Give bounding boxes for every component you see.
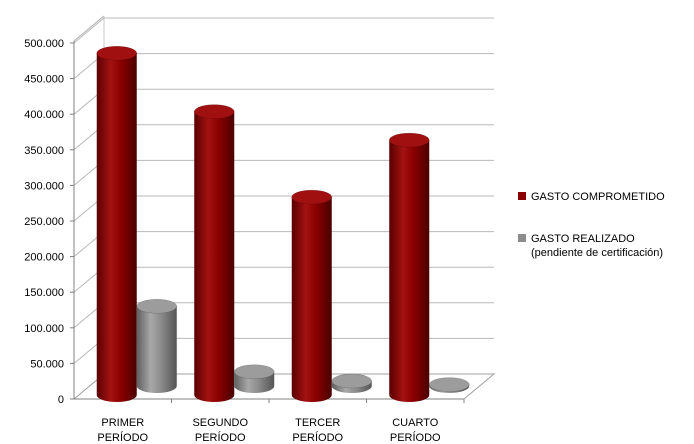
- x-tick-label: TERCER: [295, 417, 340, 429]
- bar-gasto-comprometido: [96, 45, 137, 403]
- bar-gasto-comprometido: [194, 104, 235, 403]
- bar-body: [291, 197, 332, 402]
- bar-gasto-realizado: [429, 377, 470, 394]
- bar-top: [136, 299, 177, 314]
- bar-gasto-comprometido: [291, 189, 332, 402]
- y-tick-label: 500.000: [24, 38, 64, 50]
- x-tick-label: PERÍODO: [97, 431, 148, 444]
- bar-gasto-comprometido: [389, 132, 430, 402]
- x-tick-label: PRIMER: [101, 417, 144, 429]
- legend-label-realizado: GASTO REALIZADO: [531, 233, 635, 245]
- bar-gasto-realizado: [136, 299, 177, 394]
- bar-top: [291, 189, 332, 205]
- legend: GASTO COMPROMETIDO GASTO REALIZADO (pend…: [518, 190, 694, 288]
- y-tick-label: 0: [58, 394, 64, 406]
- bar-gasto-realizado: [234, 364, 275, 394]
- x-tick-label: CUARTO: [392, 417, 438, 429]
- y-tick-label: 350.000: [24, 145, 64, 157]
- y-tick-label: 450.000: [24, 74, 64, 86]
- legend-item-realizado: GASTO REALIZADO (pendiente de certificac…: [518, 232, 694, 260]
- bar-body: [96, 53, 137, 403]
- bar-top: [234, 364, 275, 380]
- bar-body: [194, 111, 235, 403]
- bar-top: [389, 132, 430, 148]
- bar-top: [429, 377, 470, 392]
- bars: [96, 45, 470, 403]
- x-tick-label: PERÍODO: [292, 431, 343, 444]
- bar-body: [389, 140, 430, 402]
- bar-gasto-realizado: [331, 373, 372, 394]
- gridline-depth: [73, 17, 105, 44]
- y-tick-label: 100.000: [24, 323, 64, 335]
- bar-top: [331, 373, 372, 389]
- legend-swatch-realizado: [518, 234, 526, 242]
- y-tick-label: 50.000: [30, 358, 64, 370]
- y-tick-label: 150.000: [24, 287, 64, 299]
- legend-label-comprometido: GASTO COMPROMETIDO: [531, 191, 665, 203]
- legend-item-comprometido: GASTO COMPROMETIDO: [518, 190, 694, 204]
- bar-top: [96, 45, 137, 61]
- legend-label-realizado-note: (pendiente de certificación): [531, 247, 664, 259]
- y-tick-label: 400.000: [24, 109, 64, 121]
- x-tick-label: PERÍODO: [195, 431, 246, 444]
- x-tick-label: PERÍODO: [390, 431, 441, 444]
- legend-swatch-comprometido: [518, 192, 526, 200]
- y-axis: 0 50.000 100.000 150.000 200.000 250.000 300.0…: [24, 38, 75, 406]
- y-tick-label: 300.000: [24, 180, 64, 192]
- x-tick-label: SEGUNDO: [192, 417, 248, 429]
- y-tick-label: 250.000: [24, 216, 64, 228]
- bar-top: [194, 104, 235, 119]
- x-axis: PRIMER PERÍODO SEGUNDO PERÍODO TERCER PERÍODO…: [74, 398, 465, 444]
- y-tick-label: 200.000: [24, 252, 64, 264]
- bar-body: [136, 306, 177, 394]
